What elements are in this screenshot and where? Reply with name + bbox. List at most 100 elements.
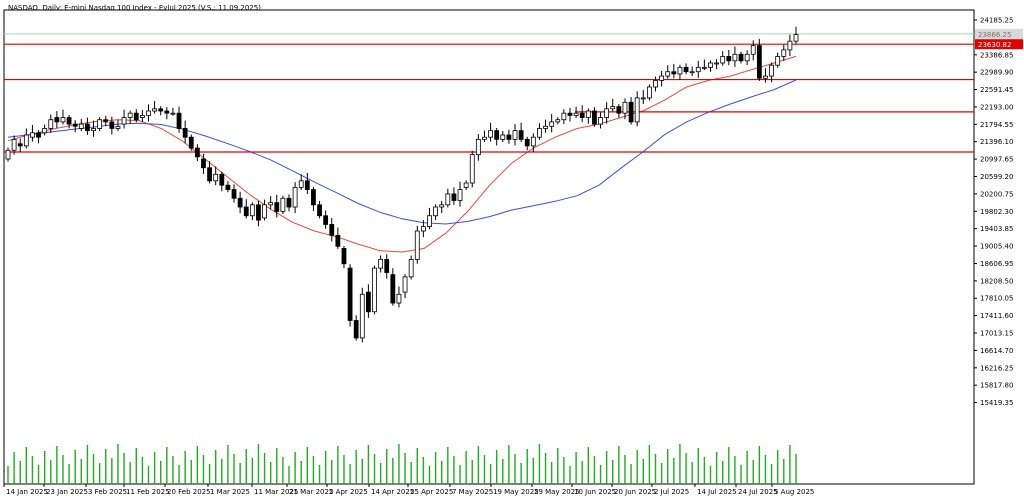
candle-body (36, 132, 41, 138)
volume-bar (386, 449, 388, 484)
volume-bar (709, 466, 712, 484)
volume-bar (428, 466, 431, 484)
volume-bar (569, 466, 571, 484)
volume-bar (465, 451, 467, 484)
volume-bar (80, 459, 83, 484)
plot-area (3, 9, 975, 485)
candle-body (616, 106, 622, 114)
x-tick-label: 23 Jan 2025 (46, 488, 88, 496)
candle-body (201, 158, 206, 169)
volume-bar (502, 459, 504, 484)
candle-body (433, 206, 438, 217)
volume-bar (117, 444, 119, 484)
candle-body (121, 117, 127, 125)
volume-bar (31, 456, 34, 484)
volume-bar (715, 452, 718, 484)
candle-body (237, 197, 243, 208)
candle-body (445, 193, 451, 206)
volume-bar (471, 460, 473, 484)
volume-bar (214, 450, 217, 484)
volume-bar (208, 464, 211, 484)
volume-bar (269, 462, 272, 484)
ma-slow-line (7, 79, 797, 225)
candle-body (506, 134, 512, 140)
candle-body (628, 101, 634, 123)
candle-body (640, 97, 646, 100)
candle-body (133, 112, 139, 121)
candle-body (304, 180, 310, 190)
candle-body (292, 186, 298, 208)
volume-bar (483, 455, 486, 484)
volume-bar (62, 455, 64, 484)
volume-bar (13, 452, 15, 484)
x-tick-label: 2 Apr 2025 (329, 488, 368, 496)
candle-body (482, 136, 487, 140)
volume-bar (532, 458, 535, 484)
volume-bar (355, 450, 357, 484)
volume-bar (349, 464, 351, 484)
candle-body (97, 119, 103, 129)
volume-bar (190, 460, 192, 484)
candle-body (91, 128, 96, 132)
candle-body (66, 117, 72, 125)
candle-body (366, 291, 371, 313)
volume-bar (624, 455, 626, 484)
volume-bar (68, 464, 70, 484)
volume-bar (410, 462, 412, 484)
volume-bar (441, 461, 443, 484)
candle-body (243, 206, 249, 217)
volume-bar (422, 457, 425, 484)
candle-body (414, 230, 420, 260)
volume-bar (508, 445, 510, 484)
volume-bar (740, 465, 742, 484)
volume-bar (398, 444, 400, 484)
volume-bar (697, 448, 699, 484)
price-tag-red-label: 23630.82 (978, 41, 1011, 49)
x-tick-label: 20 Feb 2025 (167, 488, 211, 496)
candle-body (329, 224, 335, 236)
candle-body (30, 132, 35, 138)
volume-bar (92, 454, 95, 484)
candle-body (708, 62, 713, 68)
volume-bar (300, 461, 302, 484)
volume-bar (752, 460, 754, 484)
candle-body (561, 112, 567, 121)
volume-bar (526, 449, 528, 484)
candle-body (769, 64, 774, 77)
y-tick-label: 15817.80 (980, 382, 1013, 390)
candle-body (781, 49, 787, 57)
candle-body (280, 197, 286, 212)
volume-bar (453, 456, 455, 484)
x-tick-label: 10 Jun 2025 (574, 488, 616, 496)
x-tick-label: 20 Jun 2025 (614, 488, 656, 496)
volume-bar (654, 454, 657, 484)
volume-bar (667, 449, 669, 484)
candle-body (695, 66, 701, 73)
candle-body (78, 123, 84, 129)
volume-bar (703, 457, 706, 484)
y-tick-label: 17810.05 (980, 295, 1013, 303)
price-tag-last (975, 28, 1023, 39)
x-tick-label: 7 May 2025 (452, 488, 493, 496)
candle-body (634, 97, 640, 123)
volume-bar (257, 444, 260, 484)
candle-body (170, 112, 176, 115)
x-tick-label: 5 Aug 2025 (774, 488, 814, 496)
volume-bar (123, 453, 125, 484)
volume-bar (764, 455, 767, 484)
volume-bar (758, 446, 761, 484)
volume-bar (776, 450, 779, 484)
candle-body (738, 53, 744, 62)
y-tick-label: 17411.60 (980, 312, 1013, 320)
volume-bar (239, 463, 241, 484)
volume-bar (434, 452, 437, 484)
candles (5, 26, 799, 343)
candle-body (384, 258, 390, 273)
x-tick-label: 24 Jul 2025 (738, 488, 778, 496)
volume-bar (557, 448, 559, 484)
volume-bar (550, 462, 553, 484)
candle-body (463, 182, 469, 188)
volume-bar (447, 447, 449, 484)
volume-bar (86, 445, 89, 484)
volume-bar (691, 462, 693, 484)
